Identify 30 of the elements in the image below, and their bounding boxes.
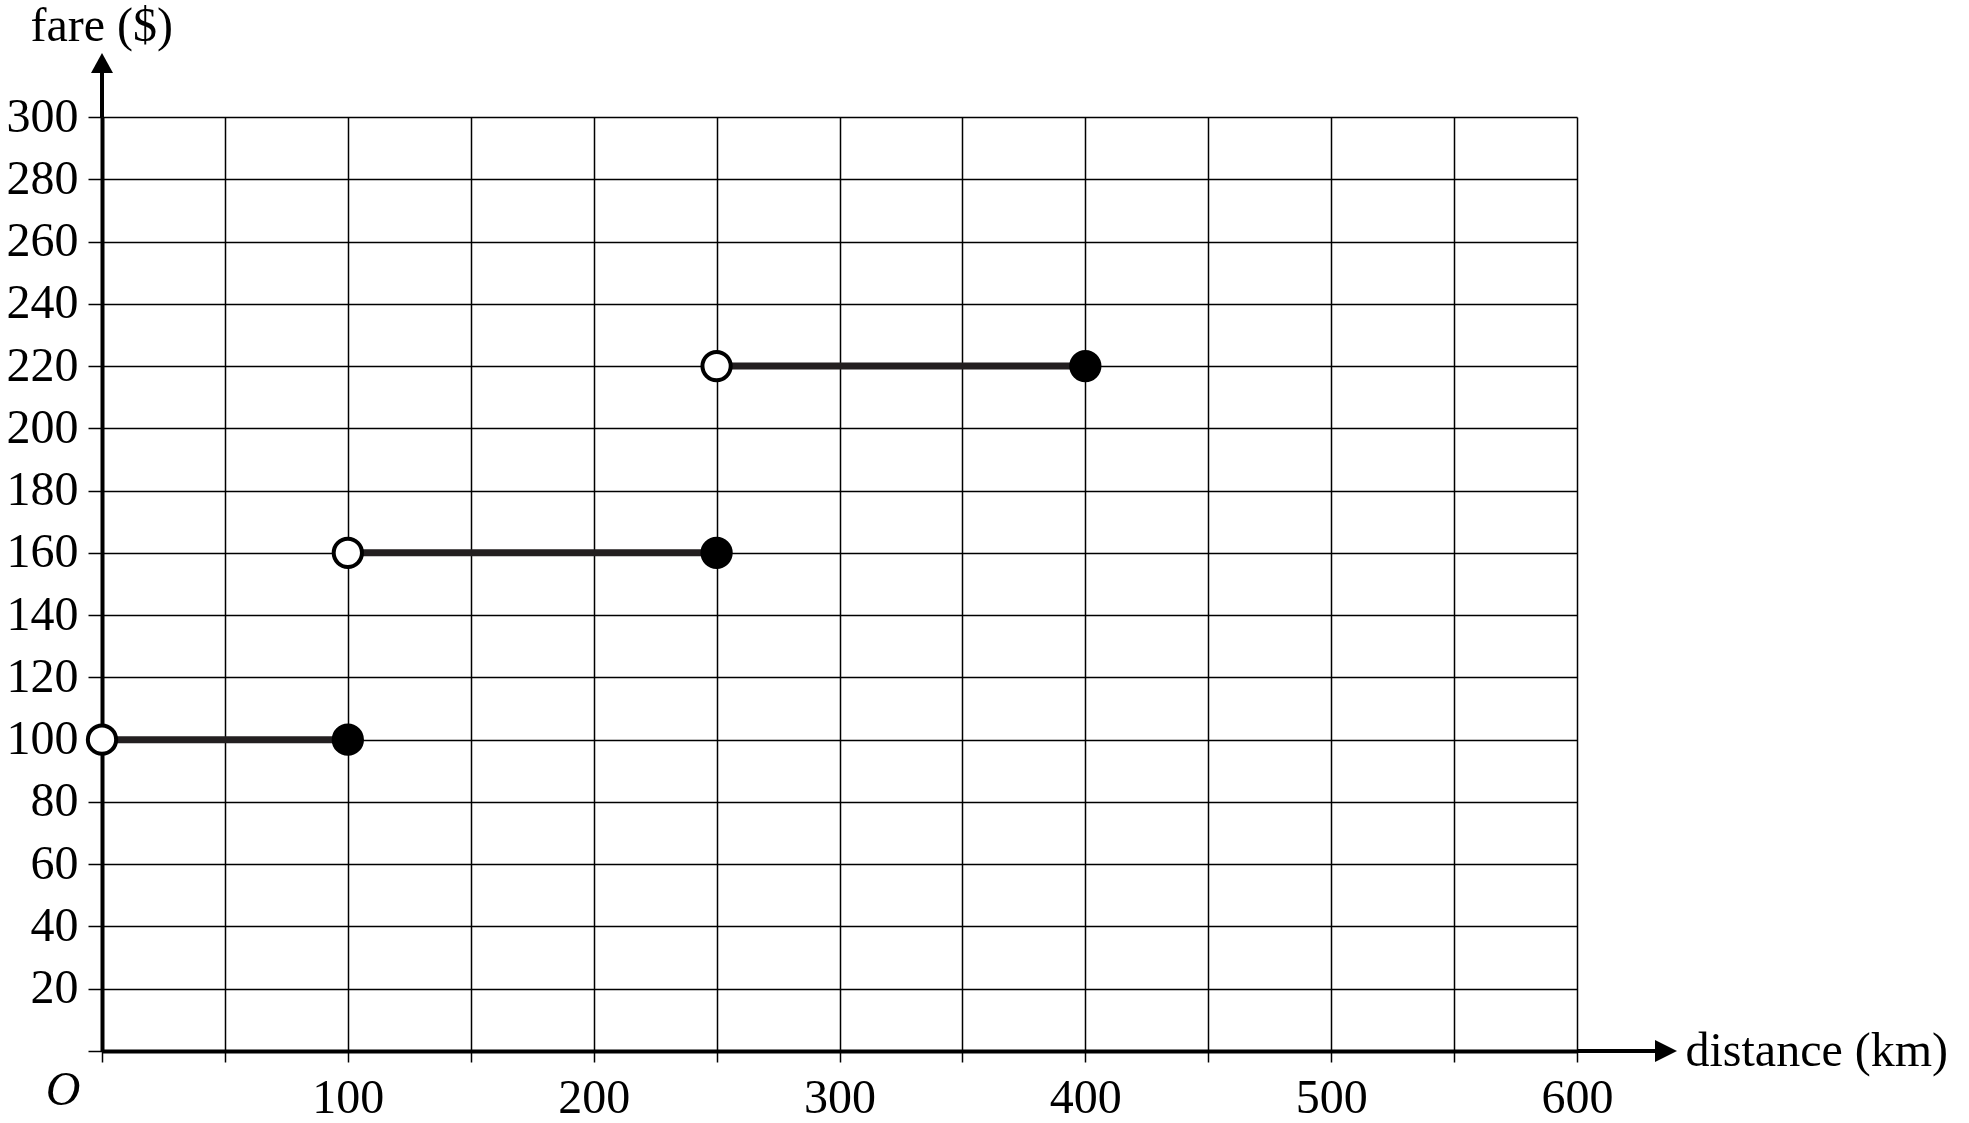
y-tick-label: 20	[30, 960, 79, 1014]
y-axis-title: fare ($)	[30, 0, 174, 52]
y-tick-label: 80	[30, 773, 79, 827]
text: O	[45, 1062, 81, 1115]
point	[85, 723, 119, 756]
y-tick-label: 40	[30, 897, 79, 951]
y-tick-label: 120	[6, 648, 79, 702]
y-tick-label: 260	[6, 213, 79, 267]
point	[331, 536, 364, 569]
y-tick-label: 180	[6, 462, 79, 516]
x-tick-label: 400	[1049, 1069, 1122, 1123]
point	[700, 349, 733, 383]
point	[331, 723, 364, 756]
y-tick-label: 220	[6, 337, 79, 391]
y-tick-label: 160	[6, 524, 79, 578]
y-tick-label: 100	[6, 711, 79, 765]
x-tick-label: 600	[1541, 1069, 1614, 1123]
point	[700, 536, 733, 569]
x-tick-label: 200	[558, 1069, 631, 1123]
y-tick-label: 240	[6, 275, 79, 329]
x-axis-title: distance (km)	[1685, 1022, 1949, 1077]
y-tick-label: 300	[6, 88, 79, 142]
x-tick-label: 500	[1295, 1069, 1368, 1123]
point	[1069, 349, 1102, 383]
x-tick-label: 100	[312, 1069, 385, 1123]
x-tick-label: 300	[804, 1069, 876, 1123]
y-tick-label: 200	[6, 399, 79, 453]
y-tick-label: 140	[6, 586, 79, 640]
y-tick-label: 280	[6, 150, 79, 204]
y-tick-label: 60	[30, 835, 79, 889]
